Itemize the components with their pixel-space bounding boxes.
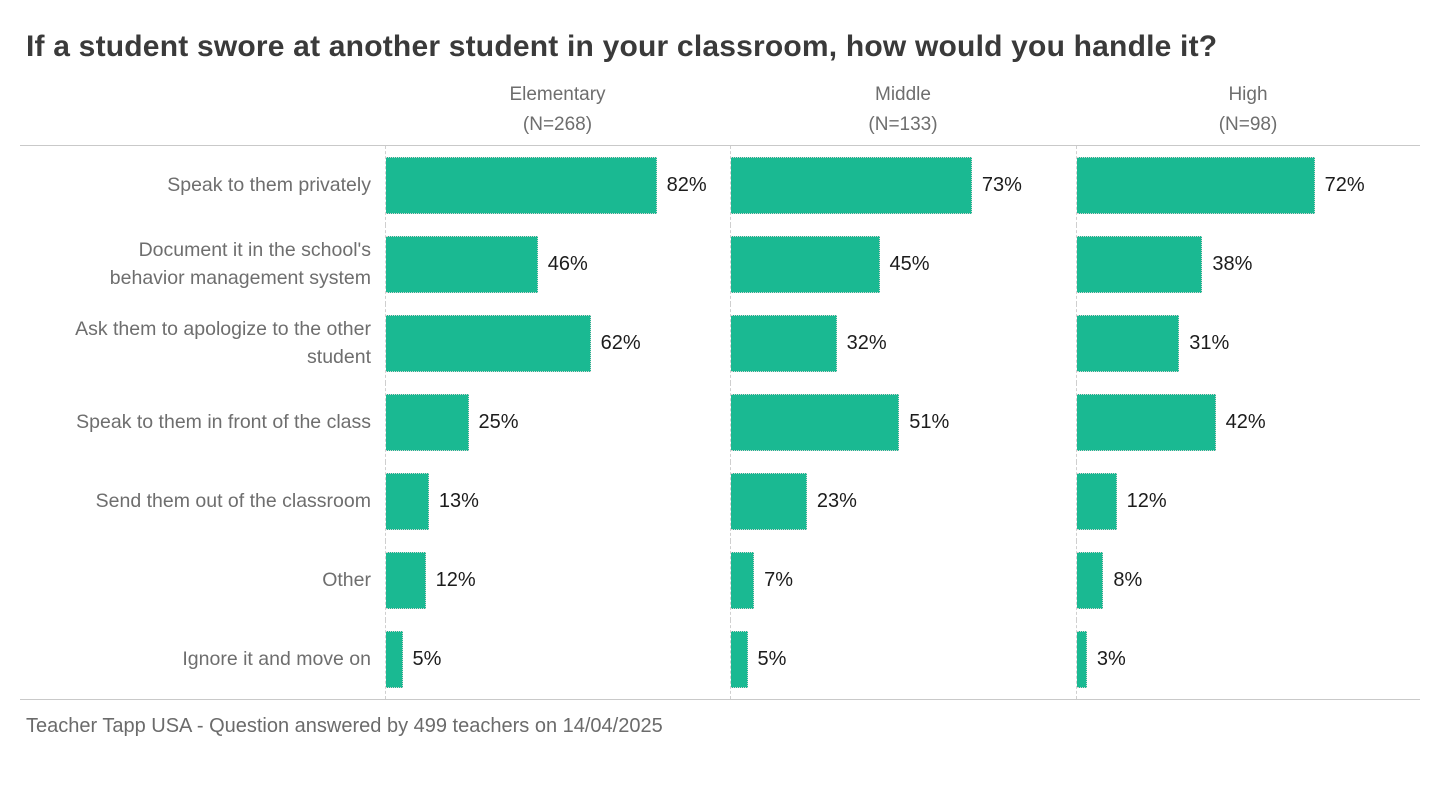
bar-cell: 8% [1076, 541, 1420, 621]
bar-value-label: 7% [764, 569, 793, 592]
row-label: Ignore it and move on [182, 647, 371, 670]
bar [1077, 552, 1104, 610]
bar [731, 236, 880, 294]
bar-value-label: 13% [438, 490, 479, 513]
column-header-label: High [1228, 84, 1268, 106]
bar-value-label: 31% [1189, 332, 1230, 355]
row-label: Ask them to apologize to the other stude… [75, 318, 371, 368]
column-headers: Elementary (N=268) Middle (N=133) High (N=98) [20, 80, 1420, 145]
bar [731, 552, 755, 610]
bar-value-label: 23% [816, 490, 857, 513]
bar [731, 631, 748, 689]
bar-value-label: 82% [666, 174, 707, 197]
bar-value-label: 32% [846, 332, 887, 355]
bar-cell: 82% [385, 146, 730, 226]
row-label: Document it in the school's behavior man… [109, 239, 371, 289]
bar [731, 157, 972, 215]
column-header-elementary: Elementary (N=268) [385, 80, 730, 145]
bar-cell: 3% [1076, 620, 1420, 700]
bar [386, 552, 426, 610]
bar-cell: 7% [730, 541, 1076, 621]
row-label: Other [322, 568, 371, 591]
column-header-label: Elementary [509, 84, 606, 106]
bar-cell: 12% [1076, 462, 1420, 542]
bar [731, 394, 900, 452]
column-header-n: (N=268) [522, 114, 593, 136]
bar-value-label: 46% [547, 253, 588, 276]
bar [1077, 631, 1087, 689]
bar-cell: 32% [730, 304, 1076, 384]
bar [386, 157, 657, 215]
bar-cell: 73% [730, 146, 1076, 226]
column-header-n: (N=98) [1218, 114, 1278, 136]
bar-cell: 45% [730, 225, 1076, 305]
bar-cell: 51% [730, 383, 1076, 463]
bar-cell: 38% [1076, 225, 1420, 305]
bar [386, 315, 591, 373]
bar-chart: Speak to them privately 82% 73% 72% Document… [20, 145, 1420, 701]
bar-value-label: 73% [981, 174, 1022, 197]
chart-title: If a student swore at another student in… [26, 30, 1218, 63]
bar [731, 473, 807, 531]
bar-value-label: 3% [1096, 648, 1126, 671]
bar-value-label: 12% [435, 569, 476, 592]
column-header-label: Middle [875, 84, 931, 106]
bar-cell: 31% [1076, 304, 1420, 384]
row-label: Speak to them privately [167, 173, 371, 196]
bar-cell: 42% [1076, 383, 1420, 463]
bar [1077, 473, 1117, 531]
bar [386, 236, 538, 294]
row-label: Send them out of the classroom [95, 489, 371, 512]
column-header-n: (N=133) [868, 114, 938, 136]
bar-value-label: 51% [909, 411, 950, 434]
bar-cell: 62% [385, 304, 730, 384]
bar [386, 473, 429, 531]
bar [1077, 236, 1203, 294]
bar-cell: 25% [385, 383, 730, 463]
header-spacer [20, 80, 385, 145]
bar [1077, 157, 1315, 215]
bar [1077, 394, 1216, 452]
bar-value-label: 12% [1126, 490, 1167, 513]
bar-value-label: 62% [600, 332, 641, 355]
chart-page: If a student swore at another student in… [0, 28, 1440, 800]
column-header-high: High (N=98) [1076, 80, 1420, 145]
bar-value-label: 5% [412, 648, 442, 671]
row-label: Speak to them in front of the class [76, 410, 371, 433]
bar-value-label: 72% [1324, 174, 1365, 197]
bar-value-label: 8% [1113, 569, 1143, 592]
bar-value-label: 5% [757, 648, 787, 671]
bar-cell: 46% [385, 225, 730, 305]
bar-cell: 12% [385, 541, 730, 621]
source-note: Teacher Tapp USA - Question answered by … [26, 715, 663, 738]
bar-cell: 5% [730, 620, 1076, 700]
bar [731, 315, 837, 373]
bar-cell: 23% [730, 462, 1076, 542]
bar-cell: 72% [1076, 146, 1420, 226]
bar-value-label: 45% [889, 253, 930, 276]
bar-cell: 13% [385, 462, 730, 542]
bar-cell: 5% [385, 620, 730, 700]
bar [1077, 315, 1180, 373]
column-header-middle: Middle (N=133) [730, 80, 1076, 145]
bar [386, 631, 403, 689]
bar-value-label: 42% [1225, 411, 1266, 434]
bar-value-label: 38% [1212, 253, 1253, 276]
bar-value-label: 25% [478, 411, 519, 434]
bar [386, 394, 469, 452]
